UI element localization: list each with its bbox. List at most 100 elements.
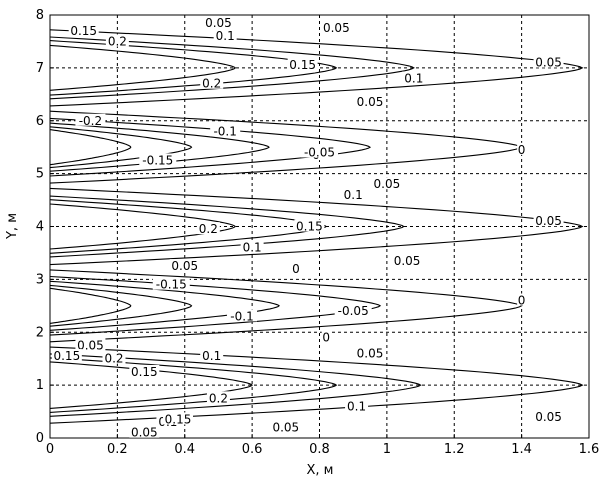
contour-label-bg — [533, 409, 564, 422]
contour-label-bg — [213, 29, 237, 42]
contour-label-bg — [203, 15, 234, 28]
contour-label: 0.05 — [171, 259, 198, 273]
contour-label: 0.15 — [289, 58, 316, 72]
contour-label-bg — [371, 177, 402, 190]
contour-label: -0.15 — [142, 153, 173, 167]
x-tick-label: 1 — [383, 442, 391, 457]
contour-label-bg — [129, 425, 160, 438]
axis-ticks: 0 0.2 0.4 0.6 0.8 1 1.2 1.4 1.6 0 1 2 3 4 5 6 7 8 — [36, 8, 599, 457]
contour-label: 0.15 — [131, 365, 158, 379]
contour-label-bg — [321, 21, 352, 34]
contour-label-bg — [517, 293, 527, 306]
contour-label: 0.1 — [216, 29, 235, 43]
y-tick-label: 8 — [36, 8, 44, 23]
contour-label: -0.15 — [156, 278, 187, 292]
contour-label: -0.05 — [338, 304, 369, 318]
contour-label: 0.05 — [205, 16, 232, 30]
contour-label: 0.15 — [165, 412, 192, 426]
x-tick-label: 0.8 — [309, 442, 330, 457]
y-axis-label: Y, м — [5, 213, 20, 240]
contour-label-bg — [345, 399, 369, 412]
contour-label: 0 — [292, 262, 300, 276]
contour-label: 0.2 — [108, 34, 127, 48]
y-tick-label: 4 — [36, 220, 44, 235]
x-tick-label: 1.2 — [444, 442, 465, 457]
contour-line — [49, 357, 338, 413]
contour-label-bg — [341, 187, 365, 200]
contour-label: 0.05 — [77, 338, 104, 352]
contour-line — [49, 195, 405, 258]
contour-label-bg — [163, 412, 194, 425]
contour-label-bg — [51, 349, 82, 362]
x-tick-label: 0.4 — [174, 442, 195, 457]
contour-label-bg — [200, 349, 224, 362]
contour-label-bg — [355, 346, 386, 359]
contour-label-bg — [152, 277, 190, 290]
contour-line — [49, 29, 584, 107]
contour-label: 0.15 — [53, 349, 80, 363]
contour-label: 0.05 — [535, 56, 562, 70]
contour-label-bg — [517, 142, 527, 155]
contour-label: 0.05 — [535, 410, 562, 424]
contour-label-bg — [129, 364, 160, 377]
contour-label: -0.2 — [79, 114, 102, 128]
contour-label-bg — [196, 222, 220, 235]
contour-label: 0.1 — [347, 399, 366, 413]
contour-label: 0.05 — [272, 420, 299, 434]
contour-label-bg — [301, 145, 338, 158]
contour-label-bg — [321, 330, 331, 343]
contour-label: 0.1 — [344, 188, 363, 202]
contour-label: 0.05 — [131, 426, 158, 440]
contour-line — [49, 287, 132, 324]
contour-label-bg — [139, 153, 177, 166]
contour-label-bg — [533, 214, 564, 227]
contour-label: 0 — [322, 331, 330, 345]
contour-line — [49, 117, 372, 177]
x-tick-label: 0 — [46, 442, 54, 457]
contour-label: 0.15 — [70, 24, 97, 38]
y-tick-label: 2 — [36, 325, 44, 340]
y-tick-label: 6 — [36, 114, 44, 129]
contour-line — [49, 203, 237, 250]
contour-label-bg — [200, 76, 224, 89]
contour-label: 0.2 — [202, 77, 221, 91]
contour-line — [49, 187, 584, 266]
contour-label: 0.2 — [199, 222, 218, 236]
contour-label: -0.05 — [304, 145, 335, 159]
contour-label-bg — [206, 391, 230, 404]
contour-label: -0.1 — [213, 124, 236, 138]
contour-line — [49, 284, 193, 327]
contour-label: 0.05 — [357, 346, 384, 360]
y-tick-label: 5 — [36, 167, 44, 182]
contour-label: 0.2 — [209, 391, 228, 405]
contour-label-bg — [334, 304, 372, 317]
contour-label-bg — [291, 261, 301, 274]
contour-line — [49, 44, 237, 91]
contour-label: 0.1 — [202, 349, 221, 363]
x-tick-label: 1.6 — [579, 442, 599, 457]
contour-label-bg — [227, 309, 258, 322]
x-tick-label: 0.6 — [242, 442, 263, 457]
contour-label: 0.2 — [104, 352, 123, 366]
contour-label: 0.05 — [357, 95, 384, 109]
contour-label-bg — [210, 124, 241, 137]
contour-label-bg — [169, 259, 200, 272]
contour-label-bg — [240, 240, 264, 253]
contour-label: 0.15 — [296, 220, 323, 234]
contour-label: 0.1 — [404, 71, 423, 85]
contour-line — [49, 126, 193, 169]
contour-line — [49, 346, 584, 424]
y-tick-label: 7 — [36, 61, 44, 76]
contour-label-bg — [294, 219, 325, 232]
y-tick-label: 0 — [36, 431, 44, 446]
contour-label-bg — [392, 253, 423, 266]
contour-line — [49, 275, 382, 336]
contour-labels: 0.050.10.150.050.20.10.050.150.10.050.05… — [51, 15, 564, 440]
x-tick-label: 1.4 — [511, 442, 532, 457]
contour-line — [49, 129, 132, 166]
contour-label-bg — [270, 420, 301, 433]
contour-line — [49, 199, 328, 254]
contour-line — [49, 269, 523, 343]
contour-label: 0 — [518, 294, 526, 308]
